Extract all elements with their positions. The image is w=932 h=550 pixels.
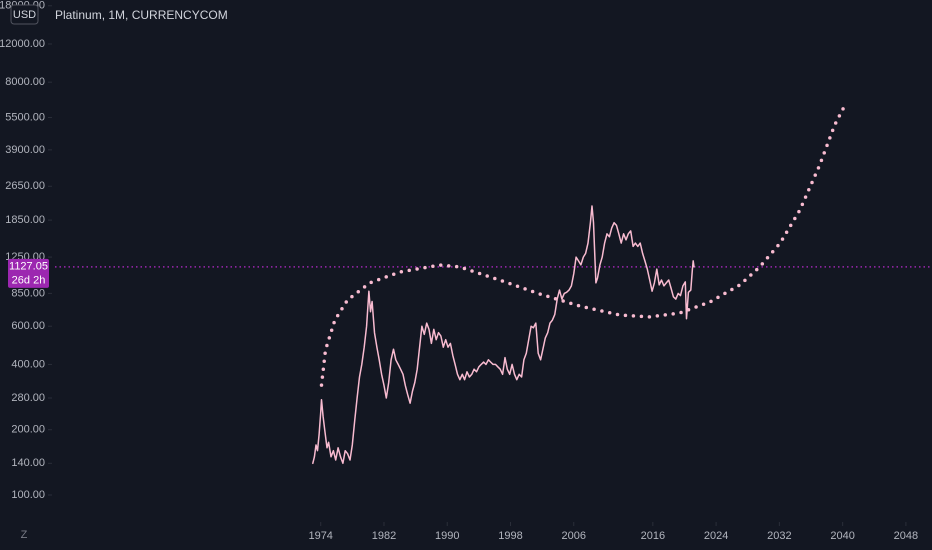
scale-button[interactable]: Z [21, 529, 28, 541]
y-tick-label: 280.00 [11, 392, 45, 404]
y-tick-label: 8000.00 [5, 76, 45, 88]
x-tick-label: 2040 [830, 530, 854, 542]
currency-label: USD [13, 9, 36, 21]
y-tick-label: 850.00 [11, 287, 45, 299]
x-tick-label: 1982 [372, 530, 396, 542]
y-tick-label: 5500.00 [5, 111, 45, 123]
x-tick-label: 2048 [894, 530, 918, 542]
y-tick-label: 140.00 [11, 457, 45, 469]
current-price-label: 1127.05 [9, 261, 48, 273]
y-tick-label: 2650.00 [5, 180, 45, 192]
x-tick-label: 2016 [641, 530, 665, 542]
currency-box [10, 4, 39, 25]
x-tick-label: 1974 [308, 530, 332, 542]
x-tick-label: 1990 [435, 530, 459, 542]
y-tick-label: 1850.00 [5, 214, 45, 226]
y-tick-label: 200.00 [11, 424, 45, 436]
y-tick-label: 3900.00 [5, 144, 45, 156]
y-tick-label: 12000.00 [0, 38, 45, 50]
x-tick-label: 2006 [562, 530, 586, 542]
price-line [312, 205, 695, 465]
y-tick-label: 400.00 [11, 358, 45, 370]
countdown-label: 26d 2h [12, 275, 46, 287]
x-tick-label: 2032 [767, 530, 791, 542]
y-tick-label: 100.00 [11, 489, 45, 501]
x-tick-label: 1998 [498, 530, 522, 542]
chart-title: Platinum, 1M, CURRENCYCOM [55, 8, 228, 22]
dotted-curve [319, 103, 847, 387]
current-price-box [8, 258, 49, 288]
y-tick-label: 600.00 [11, 320, 45, 332]
x-tick-label: 2024 [704, 530, 728, 542]
